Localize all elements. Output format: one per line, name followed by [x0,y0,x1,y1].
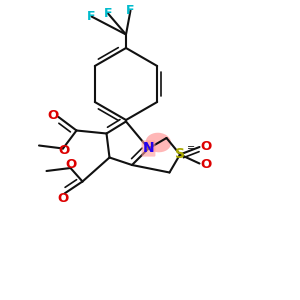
Text: F: F [104,7,112,20]
Text: O: O [57,192,69,206]
Text: N: N [143,142,154,155]
Text: S: S [175,148,185,161]
Text: O: O [47,109,58,122]
Text: O: O [58,144,69,157]
Text: F: F [126,4,135,17]
Text: O: O [65,158,76,172]
Text: O: O [200,158,212,172]
Text: =: = [187,143,195,153]
Text: O: O [200,140,212,153]
Text: F: F [87,10,96,23]
Ellipse shape [146,133,171,152]
